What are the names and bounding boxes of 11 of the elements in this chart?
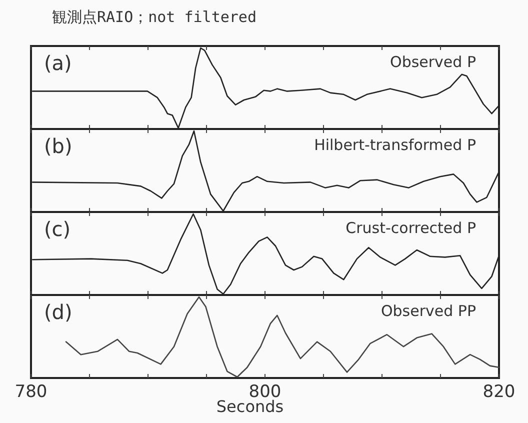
x-tick-label: 780 [14, 382, 48, 402]
annotation: Crust-corrected P [346, 219, 476, 237]
annotation: (d) [44, 300, 72, 324]
annotation: Observed PP [380, 302, 476, 320]
annotation: Observed P [390, 53, 476, 71]
x-tick-label: 820 [482, 382, 516, 402]
annotation: (a) [44, 51, 72, 75]
annotation: (c) [44, 217, 71, 241]
chart-title: 観測点RAIO；not filtered [52, 8, 256, 26]
annotation: Hilbert-transformed P [314, 136, 476, 154]
annotation: (b) [44, 134, 72, 158]
